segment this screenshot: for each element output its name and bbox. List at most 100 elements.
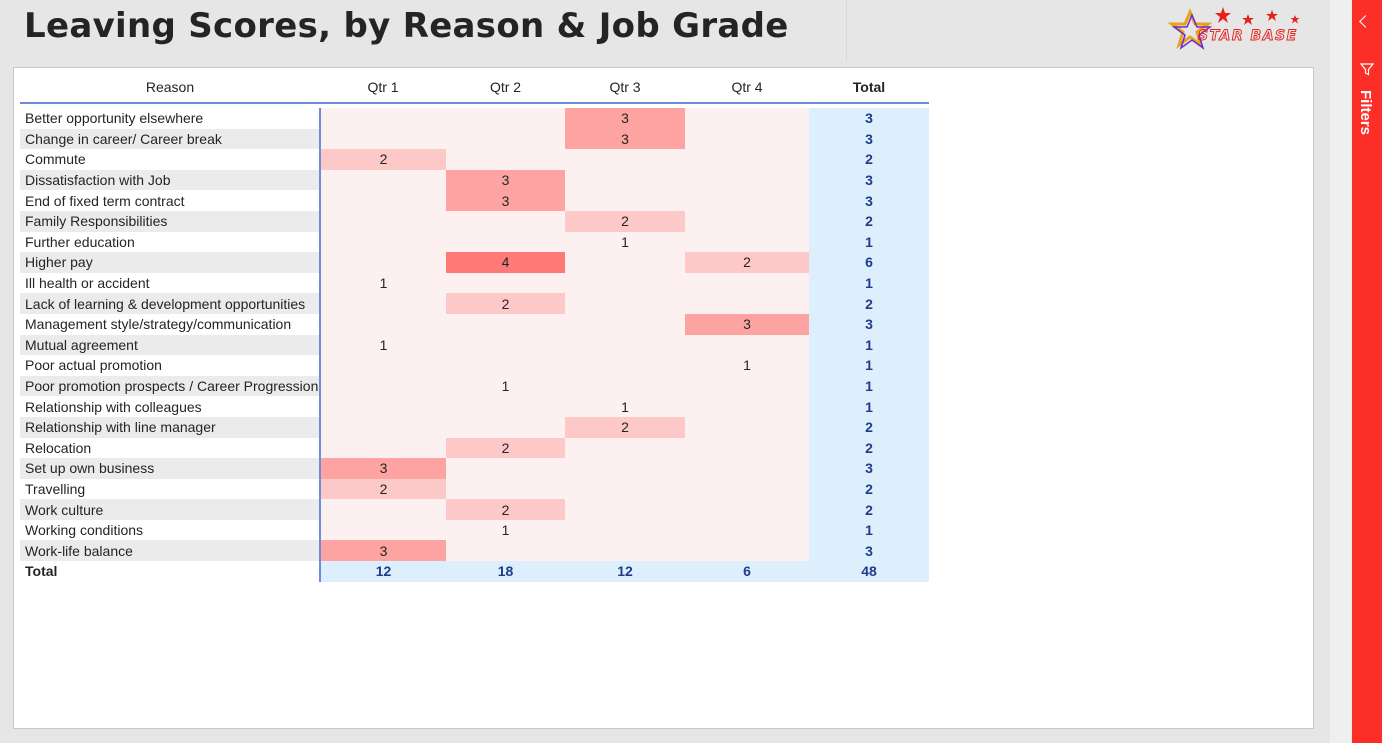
qtr3-cell[interactable] [565,169,685,191]
reason-cell[interactable]: Management style/strategy/communication [20,313,321,335]
qtr4-cell[interactable] [685,478,809,500]
reason-cell[interactable]: Commute [20,149,321,170]
qtr1-cell[interactable] [320,355,446,376]
qtr4-cell[interactable] [685,293,809,314]
chevron-left-icon[interactable] [1359,15,1372,28]
qtr3-cell[interactable]: 1 [565,231,685,253]
grand-total[interactable]: 48 [809,561,929,582]
row-total-cell[interactable]: 2 [809,478,929,500]
qtr4-cell[interactable]: 1 [685,355,809,376]
qtr1-cell[interactable]: 3 [320,458,446,479]
qtr3-cell[interactable] [565,252,685,273]
qtr2-cell[interactable] [446,478,565,500]
qtr3-cell[interactable] [565,375,685,397]
qtr1-cell[interactable] [320,252,446,273]
qtr1-cell[interactable] [320,128,446,150]
reason-cell[interactable]: Ill health or accident [20,272,321,294]
qtr1-cell[interactable] [320,437,446,459]
row-total-cell[interactable]: 3 [809,458,929,479]
row-total-cell[interactable]: 2 [809,416,929,438]
qtr3-cell[interactable] [565,478,685,500]
reason-cell[interactable]: Set up own business [20,458,321,479]
qtr4-cell[interactable] [685,272,809,294]
row-total-cell[interactable]: 6 [809,252,929,273]
table-row[interactable]: Poor promotion prospects / Career Progre… [20,375,929,397]
qtr2-cell[interactable] [446,231,565,253]
qtr2-cell[interactable] [446,540,565,562]
qtr1-cell[interactable] [320,519,446,541]
qtr3-cell[interactable]: 2 [565,210,685,232]
reason-cell[interactable]: Dissatisfaction with Job [20,169,321,191]
row-total-cell[interactable]: 3 [809,190,929,211]
reason-cell[interactable]: Working conditions [20,519,321,541]
reason-cell[interactable]: Work-life balance [20,540,321,562]
table-row[interactable]: Poor actual promotion 1 1 [20,355,929,376]
table-row[interactable]: Travelling 2 2 [20,478,929,500]
qtr3-cell[interactable] [565,355,685,376]
row-total-cell[interactable]: 1 [809,375,929,397]
reason-cell[interactable]: End of fixed term contract [20,190,321,211]
qtr4-cell[interactable]: 2 [685,252,809,273]
qtr1-cell[interactable] [320,499,446,520]
qtr2-cell[interactable]: 2 [446,293,565,314]
qtr1-cell[interactable] [320,375,446,397]
reason-cell[interactable]: Relationship with line manager [20,416,321,438]
table-row[interactable]: Relocation 2 2 [20,437,929,459]
qtr4-cell[interactable] [685,128,809,150]
qtr3-total[interactable]: 12 [565,561,685,582]
qtr4-cell[interactable] [685,190,809,211]
qtr4-cell[interactable] [685,231,809,253]
qtr1-cell[interactable] [320,108,446,129]
row-total-cell[interactable]: 3 [809,169,929,191]
table-row[interactable]: Mutual agreement 1 1 [20,334,929,356]
table-row[interactable]: End of fixed term contract 3 3 [20,190,929,211]
qtr2-cell[interactable]: 3 [446,169,565,191]
header-qtr2[interactable]: Qtr 2 [446,72,565,104]
qtr3-cell[interactable]: 1 [565,396,685,417]
reason-cell[interactable]: Work culture [20,499,321,520]
qtr1-cell[interactable] [320,231,446,253]
qtr3-cell[interactable] [565,293,685,314]
qtr3-cell[interactable] [565,313,685,335]
reason-cell[interactable]: Relocation [20,437,321,459]
row-total-cell[interactable]: 2 [809,499,929,520]
table-row[interactable]: Family Responsibilities 2 2 [20,210,929,232]
qtr4-cell[interactable] [685,334,809,356]
qtr2-cell[interactable]: 1 [446,375,565,397]
table-row[interactable]: Better opportunity elsewhere 3 3 [20,108,929,129]
reason-cell[interactable]: Relationship with colleagues [20,396,321,417]
table-row[interactable]: Higher pay 4 2 6 [20,252,929,273]
qtr3-cell[interactable] [565,519,685,541]
qtr2-cell[interactable]: 1 [446,519,565,541]
qtr2-cell[interactable] [446,313,565,335]
qtr4-cell[interactable] [685,169,809,191]
qtr4-cell[interactable] [685,437,809,459]
qtr1-cell[interactable] [320,169,446,191]
qtr2-cell[interactable]: 2 [446,437,565,459]
table-row[interactable]: Change in career/ Career break 3 3 [20,128,929,150]
row-total-cell[interactable]: 2 [809,149,929,170]
total-label[interactable]: Total [20,561,321,582]
qtr1-cell[interactable] [320,416,446,438]
qtr3-cell[interactable] [565,540,685,562]
qtr1-cell[interactable]: 2 [320,149,446,170]
qtr1-cell[interactable] [320,396,446,417]
qtr4-total[interactable]: 6 [685,561,809,582]
table-row[interactable]: Work culture 2 2 [20,499,929,520]
row-total-cell[interactable]: 1 [809,519,929,541]
row-total-cell[interactable]: 3 [809,313,929,335]
row-total-cell[interactable]: 3 [809,128,929,150]
table-row[interactable]: Ill health or accident 1 1 [20,272,929,294]
qtr1-cell[interactable] [320,210,446,232]
qtr2-cell[interactable]: 2 [446,499,565,520]
qtr1-cell[interactable]: 3 [320,540,446,562]
qtr3-cell[interactable] [565,149,685,170]
reason-cell[interactable]: Travelling [20,478,321,500]
qtr2-cell[interactable] [446,396,565,417]
qtr3-cell[interactable] [565,437,685,459]
qtr2-cell[interactable] [446,458,565,479]
qtr2-cell[interactable]: 4 [446,252,565,273]
filters-pane[interactable]: Filters [1352,0,1382,743]
qtr2-cell[interactable]: 3 [446,190,565,211]
qtr1-cell[interactable] [320,190,446,211]
